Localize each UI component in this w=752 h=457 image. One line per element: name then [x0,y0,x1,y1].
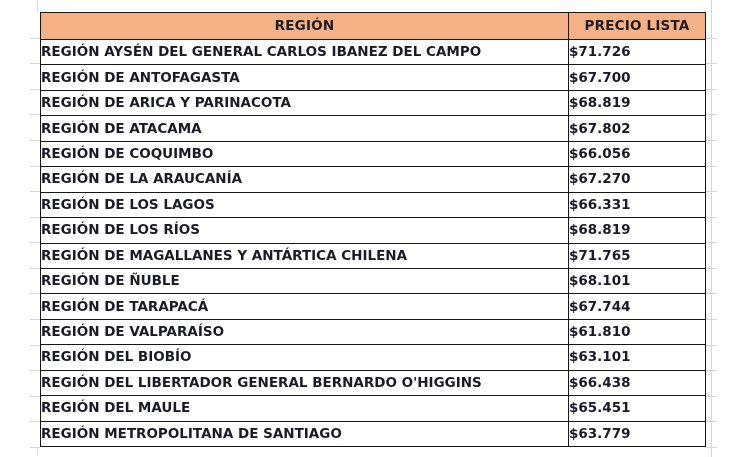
region-cell[interactable]: REGIÓN AYSÉN DEL GENERAL CARLOS IBANEZ D… [40,38,569,66]
region-cell[interactable]: REGIÓN DE MAGALLANES Y ANTÁRTICA CHILENA [40,242,569,269]
table-row: REGIÓN DE MAGALLANES Y ANTÁRTICA CHILENA… [40,242,706,269]
region-cell[interactable]: REGIÓN DE ANTOFAGASTA [40,64,569,91]
gridline-tick [705,191,717,192]
gridline-tick [705,242,717,243]
gridline-tick [705,89,717,90]
gridline-tick [30,268,40,269]
price-table: REGIÓN PRECIO LISTA REGIÓN AYSÉN DEL GEN… [40,12,706,448]
header-row: REGIÓN PRECIO LISTA [40,12,706,40]
gridline-tick [705,319,717,320]
gridline-tick [705,166,717,167]
price-cell[interactable]: $68.819 [568,217,706,244]
table-row: REGIÓN DE LA ARAUCANÍA $67.270 [40,166,706,193]
table-row: REGIÓN DE ATACAMA $67.802 [40,115,706,142]
price-cell[interactable]: $66.056 [568,140,706,168]
gridline-tick [705,447,717,448]
table-row: REGIÓN DE LOS RÍOS $68.819 [40,217,706,244]
region-cell[interactable]: REGIÓN DE ÑUBLE [40,267,569,295]
gridline-tick [705,370,717,371]
gridline-tick [705,396,717,397]
price-cell[interactable]: $63.779 [568,420,706,448]
price-cell[interactable]: $67.744 [568,293,706,320]
table-row: REGIÓN DE TARAPACÁ $67.744 [40,293,706,320]
price-cell[interactable]: $71.765 [568,242,706,269]
gridline-tick [30,345,40,346]
gridline-tick [705,268,717,269]
price-cell[interactable]: $71.726 [568,38,706,66]
table-row: REGIÓN DE LOS LAGOS $66.331 [40,191,706,219]
table-row: REGIÓN DE ÑUBLE $68.101 [40,267,706,295]
price-cell[interactable]: $61.810 [568,318,706,346]
price-cell[interactable]: $67.270 [568,166,706,193]
gridline-tick [705,63,717,64]
region-cell[interactable]: REGIÓN DE LOS LAGOS [40,191,569,219]
region-cell[interactable]: REGIÓN DEL LIBERTADOR GENERAL BERNARDO O… [40,369,569,397]
price-cell[interactable]: $67.802 [568,115,706,142]
table-row: REGIÓN DEL LIBERTADOR GENERAL BERNARDO O… [40,369,706,397]
region-cell[interactable]: REGIÓN DE LA ARAUCANÍA [40,166,569,193]
price-cell[interactable]: $66.331 [568,191,706,219]
gridline-tick [30,421,40,422]
table-row: REGIÓN DE VALPARAÍSO $61.810 [40,318,706,346]
gridline-tick [705,421,717,422]
gridline-vertical [37,447,38,455]
price-cell[interactable]: $65.451 [568,395,706,422]
column-header-precio-lista[interactable]: PRECIO LISTA [568,12,706,40]
gridline-tick [705,114,717,115]
table-body: REGIÓN AYSÉN DEL GENERAL CARLOS IBANEZ D… [40,38,706,448]
region-price-table: REGIÓN PRECIO LISTA REGIÓN AYSÉN DEL GEN… [40,12,706,448]
table-row: REGIÓN AYSÉN DEL GENERAL CARLOS IBANEZ D… [40,38,706,66]
table-row: REGIÓN DE ANTOFAGASTA $67.700 [40,64,706,91]
table-row: REGIÓN DE COQUIMBO $66.056 [40,140,706,168]
price-cell[interactable]: $66.438 [568,369,706,397]
gridline-tick [30,293,40,294]
price-cell[interactable]: $67.700 [568,64,706,91]
gridline-tick [30,38,40,39]
gridline-tick [30,191,40,192]
gridline-tick [30,114,40,115]
gridline-tick [30,319,40,320]
table-row: REGIÓN DEL MAULE $65.451 [40,395,706,422]
gridline-tick [30,242,40,243]
column-header-region[interactable]: REGIÓN [40,12,569,40]
price-cell[interactable]: $68.819 [568,89,706,117]
table-row: REGIÓN DE ARICA Y PARINACOTA $68.819 [40,89,706,117]
table-row: REGIÓN METROPOLITANA DE SANTIAGO $63.779 [40,420,706,448]
region-cell[interactable]: REGIÓN DE ATACAMA [40,115,569,142]
gridline-tick [30,166,40,167]
region-cell[interactable]: REGIÓN METROPOLITANA DE SANTIAGO [40,420,569,448]
region-cell[interactable]: REGIÓN DEL MAULE [40,395,569,422]
gridline-vertical [711,0,712,457]
gridline-tick [705,293,717,294]
gridline-tick [705,345,717,346]
gridline-vertical [37,0,38,12]
gridline-tick [30,217,40,218]
gridline-tick [30,63,40,64]
region-cell[interactable]: REGIÓN DE COQUIMBO [40,140,569,168]
gridline-tick [705,217,717,218]
price-cell[interactable]: $68.101 [568,267,706,295]
region-cell[interactable]: REGIÓN DE TARAPACÁ [40,293,569,320]
region-cell[interactable]: REGIÓN DE VALPARAÍSO [40,318,569,346]
region-cell[interactable]: REGIÓN DE LOS RÍOS [40,217,569,244]
gridline-tick [705,38,717,39]
region-cell[interactable]: REGIÓN DEL BIOBÍO [40,344,569,371]
price-cell[interactable]: $63.101 [568,344,706,371]
gridline-tick [30,140,40,141]
gridline-tick [705,140,717,141]
gridline-tick [30,396,40,397]
gridline-tick [30,447,40,448]
gridline-tick [30,370,40,371]
gridline-tick [30,89,40,90]
table-row: REGIÓN DEL BIOBÍO $63.101 [40,344,706,371]
region-cell[interactable]: REGIÓN DE ARICA Y PARINACOTA [40,89,569,117]
